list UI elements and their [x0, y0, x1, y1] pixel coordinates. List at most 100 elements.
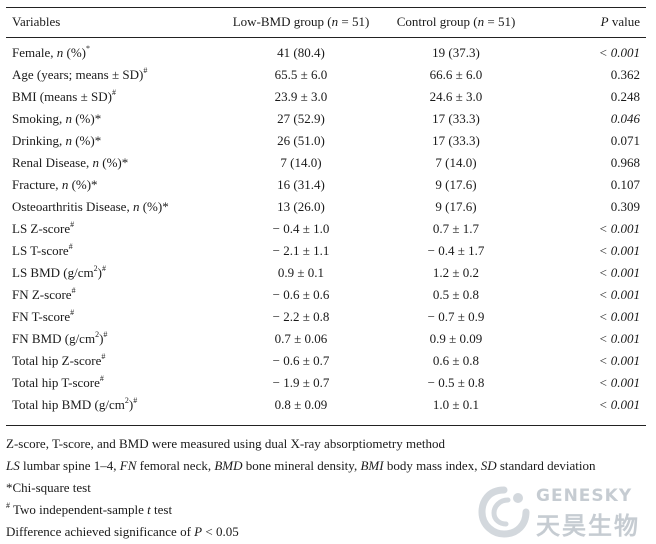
table-body: Female, n (%)* 41 (80.4) 19 (37.3) < 0.001 A…: [6, 34, 646, 416]
footnote-hash-mark: #: [6, 501, 10, 510]
cell-variable: FN Z-score#: [6, 284, 226, 306]
row-label-text: Fracture,: [12, 177, 62, 192]
cell-variable: Osteoarthritis Disease, n (%)*: [6, 196, 226, 218]
watermark-text-en: GENESKY: [536, 486, 633, 506]
row-label-n: n: [61, 177, 69, 192]
row-label-square: 2: [93, 264, 98, 273]
cell-variable: Fracture, n (%)*: [6, 174, 226, 196]
footnote-t-letter: t: [147, 502, 151, 517]
cell-variable: FN BMD (g/cm2)#: [6, 328, 226, 350]
cell-low-bmd: − 0.4 ± 1.0: [272, 221, 330, 236]
row-label-text: Drinking,: [12, 133, 66, 148]
table-top-rule: [6, 7, 646, 8]
cell-control: 9 (17.6): [435, 199, 477, 214]
cell-control: − 0.7 ± 0.9: [427, 309, 485, 324]
cell-p-value: 0.071: [610, 133, 640, 148]
table-row: Total hip Z-score# − 0.6 ± 0.7 0.6 ± 0.8 < …: [6, 350, 646, 372]
cell-control: 7 (14.0): [435, 155, 477, 170]
header-rule: [6, 37, 646, 38]
cell-low-bmd: 23.9 ± 3.0: [274, 89, 328, 104]
row-label-footnote-mark: #: [143, 66, 148, 75]
cell-low-bmd: − 0.6 ± 0.6: [272, 287, 330, 302]
header-control-count: = 51): [484, 14, 516, 29]
table-row: FN BMD (g/cm2)# 0.7 ± 0.06 0.9 ± 0.09 < 0.0…: [6, 328, 646, 350]
row-label-footnote-mark: #: [101, 352, 106, 361]
cell-control: 19 (37.3): [432, 45, 480, 60]
table-row: FN T-score# − 2.2 ± 0.8 − 0.7 ± 0.9 < 0.001: [6, 306, 646, 328]
cell-variable: LS Z-score#: [6, 218, 226, 240]
cell-variable: Drinking, n (%)*: [6, 130, 226, 152]
cell-variable: Smoking, n (%)*: [6, 108, 226, 130]
cell-p-value: < 0.001: [598, 287, 640, 302]
table-row: Drinking, n (%)* 26 (51.0) 17 (33.3) 0.071: [6, 130, 646, 152]
cell-control: 1.0 ± 0.1: [432, 397, 480, 412]
abbreviation-definition: body mass index,: [383, 458, 481, 473]
row-label-suffix: ): [128, 397, 134, 412]
data-table: Variables Low-BMD group (n = 51) Control…: [6, 10, 646, 416]
row-label-square: 2: [95, 330, 100, 339]
abbreviation-term: LS: [6, 458, 20, 473]
header-control: Control group (n = 51): [376, 10, 536, 34]
abbreviation-term: BMI: [360, 458, 384, 473]
table-row: FN Z-score# − 0.6 ± 0.6 0.5 ± 0.8 < 0.001: [6, 284, 646, 306]
row-label-text: LS T-score: [12, 243, 69, 258]
row-label-suffix: (%)*: [99, 155, 129, 170]
header-row: Variables Low-BMD group (n = 51) Control…: [6, 10, 646, 34]
abbreviation-definition: femoral neck,: [136, 458, 215, 473]
table-row: Osteoarthritis Disease, n (%)* 13 (26.0) 9…: [6, 196, 646, 218]
row-label-text: Total hip BMD (g/cm: [12, 397, 125, 412]
row-label-n: n: [65, 111, 72, 126]
footnote-t-test: # Two independent-sample t test: [6, 502, 172, 518]
cell-variable: Total hip Z-score#: [6, 350, 226, 372]
cell-low-bmd: 13 (26.0): [277, 199, 325, 214]
row-label-footnote-mark: #: [70, 220, 75, 229]
cell-control: 66.6 ± 6.0: [429, 67, 483, 82]
footnote-t-test-text: Two independent-sample: [10, 502, 148, 517]
row-label-n: n: [65, 133, 72, 148]
row-label-text: LS BMD (g/cm: [12, 265, 94, 280]
row-label-n: n: [56, 45, 64, 60]
row-label-footnote-mark: #: [103, 330, 108, 339]
cell-p-value: < 0.001: [598, 221, 640, 236]
row-label-footnote-mark: #: [70, 308, 75, 317]
row-label-footnote-mark: #: [111, 88, 116, 97]
header-variables: Variables: [12, 14, 61, 29]
cell-control: 24.6 ± 3.0: [429, 89, 483, 104]
abbreviation-term: BMD: [214, 458, 243, 473]
cell-low-bmd: 26 (51.0): [277, 133, 325, 148]
header-control-text: Control group (: [396, 14, 478, 29]
header-p-value: P value: [536, 10, 646, 34]
cell-low-bmd: − 2.1 ± 1.1: [272, 243, 330, 258]
row-label-text: Female,: [12, 45, 57, 60]
cell-variable: Total hip T-score#: [6, 372, 226, 394]
cell-p-value: < 0.001: [598, 331, 640, 346]
row-label-suffix: ): [97, 265, 102, 280]
cell-p-value: 0.362: [610, 67, 640, 82]
row-label-text: FN BMD (g/cm: [12, 331, 96, 346]
footnote-abbreviations: LS lumbar spine 1–4, FN femoral neck, BM…: [6, 458, 596, 474]
cell-control: − 0.4 ± 1.7: [427, 243, 485, 258]
cell-p-value: < 0.001: [598, 309, 640, 324]
row-label-text: BMI (means ± SD): [12, 89, 112, 104]
cell-p-value: < 0.001: [598, 397, 640, 412]
cell-p-value: < 0.001: [598, 353, 640, 368]
header-p-letter: P: [600, 14, 609, 29]
table-row: LS BMD (g/cm2)# 0.9 ± 0.1 1.2 ± 0.2 < 0.001: [6, 262, 646, 284]
cell-control: 0.7 ± 1.7: [432, 221, 480, 236]
table-row: Total hip BMD (g/cm2)# 0.8 ± 0.09 1.0 ± 0.…: [6, 394, 646, 416]
row-label-text: Age (years; means ± SD): [12, 67, 144, 82]
table-row: Smoking, n (%)* 27 (52.9) 17 (33.3) 0.046: [6, 108, 646, 130]
row-label-footnote-mark: #: [71, 286, 76, 295]
table-row: Fracture, n (%)* 16 (31.4) 9 (17.6) 0.107: [6, 174, 646, 196]
row-label-n: n: [132, 199, 140, 214]
table-row: Renal Disease, n (%)* 7 (14.0) 7 (14.0) 0.9…: [6, 152, 646, 174]
footnote-significance: Difference achieved significance of P < …: [6, 524, 239, 540]
header-low-n: n: [331, 14, 339, 29]
row-label-text: FN Z-score: [12, 287, 72, 302]
cell-variable: Total hip BMD (g/cm2)#: [6, 394, 226, 416]
row-label-suffix: (%)*: [71, 111, 102, 126]
row-label-suffix: ): [99, 331, 104, 346]
genesky-watermark: GENESKY 天昊生物: [476, 484, 646, 540]
cell-low-bmd: 0.7 ± 0.06: [274, 331, 328, 346]
cell-p-value: < 0.001: [598, 375, 640, 390]
